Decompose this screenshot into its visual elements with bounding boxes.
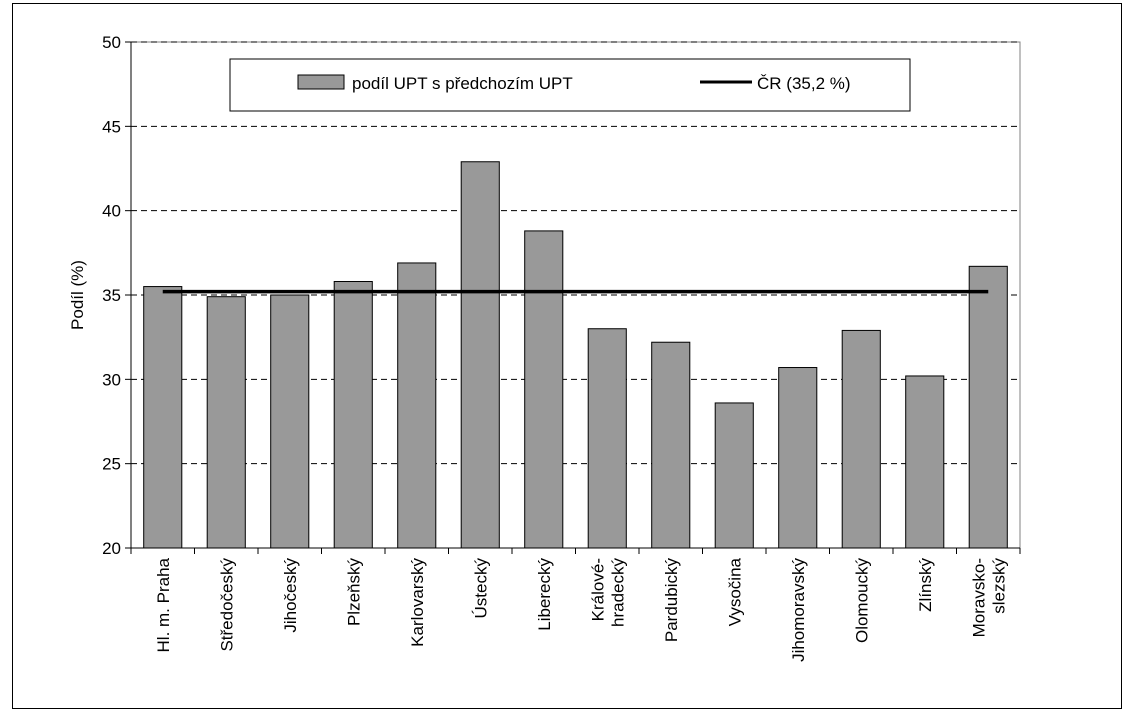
x-tick-label: Jihočeský <box>281 558 300 633</box>
legend-bar-swatch <box>297 74 345 90</box>
bar <box>905 375 945 549</box>
bar <box>524 230 564 549</box>
legend-bar-label: podíl UPT s předchozím UPT <box>352 74 573 93</box>
y-axis-ticks: 20 25 30 35 40 45 50 <box>102 33 131 558</box>
x-tick-label: Moravsko-slezský <box>969 558 1008 638</box>
legend-line-label: ČR (35,2 %) <box>757 74 851 93</box>
x-tick-label: Jihomoravský <box>789 558 808 662</box>
bars <box>143 161 1008 549</box>
x-axis-ticks: Hl. m. Praha Středočeský Jihočeský Plzeňský… <box>130 548 1021 662</box>
y-tick-label: 30 <box>102 370 121 389</box>
x-tick-label: Zlínský <box>916 558 935 612</box>
bar <box>143 286 183 549</box>
bar <box>778 367 818 549</box>
y-tick-label: 45 <box>102 117 121 136</box>
x-tick-label: Liberecký <box>535 558 554 631</box>
bar <box>206 296 246 549</box>
bar <box>397 262 437 549</box>
bar <box>651 341 691 549</box>
bar <box>968 265 1008 549</box>
y-tick-label: 25 <box>102 455 121 474</box>
y-tick-label: 50 <box>102 33 121 52</box>
x-tick-label: Plzeňský <box>344 558 363 627</box>
legend: podíl UPT s předchozím UPT ČR (35,2 %) <box>229 58 911 112</box>
bar <box>587 328 627 549</box>
bar <box>714 402 754 549</box>
x-tick-label: Králové-hradecký <box>588 558 627 627</box>
x-tick-label: Karlovarský <box>408 558 427 647</box>
x-tick-label: Hl. m. Praha <box>154 557 173 652</box>
bar <box>841 329 881 549</box>
x-tick-label: Pardubický <box>662 558 681 643</box>
y-tick-label: 20 <box>102 539 121 558</box>
x-tick-label: Vysočina <box>725 557 744 626</box>
x-tick-label: Středočeský <box>217 558 236 652</box>
bar <box>460 161 500 549</box>
bar <box>270 294 310 549</box>
x-tick-label: Ústecký <box>471 558 490 619</box>
bar <box>333 281 373 549</box>
y-tick-label: 40 <box>102 202 121 221</box>
x-tick-label: Olomoucký <box>852 558 871 644</box>
y-tick-label: 35 <box>102 286 121 305</box>
y-axis-label: Podíl (%) <box>68 260 87 330</box>
